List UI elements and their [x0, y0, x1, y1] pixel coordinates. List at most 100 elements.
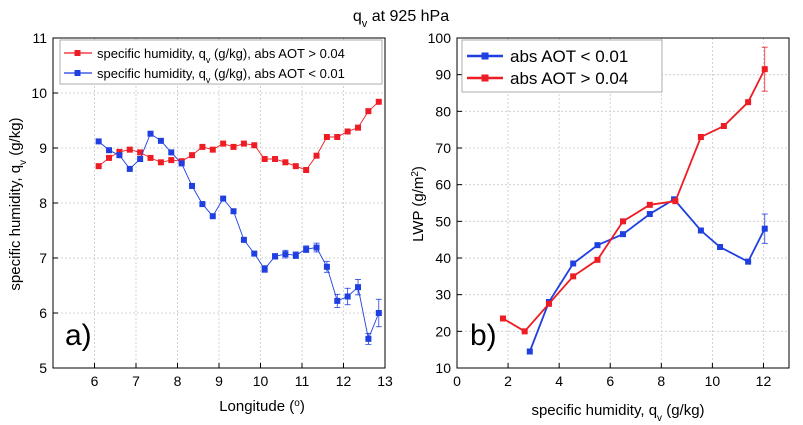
panel-a-series-1-point [116, 152, 123, 159]
panel-a-series-0-point [209, 146, 216, 153]
panel-a-series-1-point [157, 137, 164, 144]
panel-b-series-1-point [499, 315, 506, 322]
panel-a-series-1-point [209, 213, 216, 220]
panel-b-x-tick-label: 12 [756, 373, 772, 389]
panel-b-series-1-point [745, 99, 752, 106]
legend-marker-b-aot-high [481, 74, 489, 82]
figure-title: qv at 925 hPa [353, 8, 449, 30]
panel-a-series-0-point [272, 156, 279, 162]
panel-a-x-tick-label: 10 [253, 373, 269, 389]
panel-a-series-0-point [334, 134, 341, 140]
panel-b-x-tick-label: 10 [705, 373, 721, 389]
panel-a-y-tick-label: 10 [31, 85, 47, 101]
panel-a-series-0-point [106, 154, 113, 161]
panel-a-series-1-point [251, 250, 258, 257]
panel-a-series-0-point [147, 154, 154, 161]
panel-b-chart: 0 2 4 6 8 10 12 10 20 30 40 50 60 70 80 90 100 [428, 30, 790, 389]
panel-a-label: a) [65, 319, 92, 352]
panel-a-y-tick-label: 8 [39, 195, 47, 211]
panel-b-series-1-point [697, 134, 704, 140]
legend-label-b-aot-low: abs AOT < 0.01 [510, 47, 628, 66]
panel-a-y-axis-label: specific humidity, qv (g/kg) [7, 117, 29, 290]
panel-a-series-1-point [313, 244, 320, 251]
panel-b-series-0-point [620, 231, 626, 238]
panel-b-y-tick-label: 100 [428, 30, 452, 46]
panel-a-y-tick-label: 7 [39, 250, 47, 266]
panel-a-series-1-point [240, 236, 247, 243]
panel-b-series-1-point [620, 218, 626, 225]
panel-a-series-0-point [313, 152, 320, 159]
panel-a-series-1-point [137, 156, 144, 162]
panel-a-series-0-point [375, 98, 382, 105]
panel-b-y-tick-label: 10 [435, 360, 451, 376]
panel-b-series-1-point [545, 300, 552, 307]
panel-a-series-1-point [323, 263, 330, 270]
panel-b-series-1-point [521, 328, 528, 335]
panel-a-series-1-point [365, 335, 372, 342]
panel-b-series-0-point [594, 242, 601, 249]
panel-a-x-tick-label: 6 [91, 373, 99, 389]
panel-a-series-1-point [106, 147, 113, 154]
panel-a-series-1-line [98, 133, 380, 341]
panel-b-y-tick-label: 20 [435, 323, 451, 339]
panel-a-x-tick-label: 13 [377, 373, 393, 389]
panel-a-series-0-point [199, 143, 206, 150]
panel-a-x-tick-label: 8 [174, 373, 182, 389]
panel-a-series-1-point [272, 253, 279, 260]
panel-a-series-0-point [240, 140, 247, 147]
panel-a-series-0-point [323, 134, 330, 140]
panel-a-x-tick-label: 9 [215, 373, 223, 389]
panel-b-x-tick-label: 0 [453, 373, 461, 389]
panel-a-series-0-point [126, 146, 133, 153]
panel-b-series-1-point [761, 66, 768, 73]
panel-b-y-tick-label: 60 [435, 177, 451, 193]
figure-title-rest: at 925 hPa [367, 8, 449, 25]
panel-a-series-1-point [292, 252, 299, 259]
panel-a-series-1-point [344, 293, 351, 300]
panel-a-series-1-point [147, 130, 154, 137]
panel-b-series-0-line [528, 198, 766, 352]
panel-a-series-0-point [220, 140, 227, 147]
panel-a-series-0-point [261, 156, 268, 162]
panel-a-series-0-point [116, 148, 123, 155]
panel-b-series-1-point [672, 198, 679, 205]
panel-a-series-1-point [95, 138, 102, 145]
panel-b-series-1-point [594, 256, 601, 263]
panel-b-y-tick-label: 90 [435, 67, 451, 83]
panel-b-series-0-point [697, 227, 704, 234]
legend-label-aot-high: specific humidity, qv (g/kg), abs AOT > … [97, 46, 345, 65]
panel-b-series-1-point [570, 273, 577, 280]
panel-b-x-tick-label: 6 [606, 373, 614, 389]
panel-a-series-1-point [189, 182, 196, 189]
panel-b-y-tick-label: 40 [435, 250, 451, 266]
panel-a-y-tick-label: 9 [39, 140, 47, 156]
panel-a-x-tick-label: 11 [295, 373, 310, 389]
panel-a-series-0-point [365, 108, 372, 115]
panel-b-y-tick-label: 70 [435, 140, 451, 156]
panel-b-x-tick-label: 2 [504, 373, 512, 389]
panel-b-plot-frame [456, 37, 790, 369]
panel-a-x-axis-label: Longitude (o) [219, 398, 305, 416]
panel-a-series-0-point [251, 142, 258, 149]
panel-b-series-0-point [745, 258, 752, 265]
panel-a-series-0-point [168, 157, 175, 164]
panel-a-series-1-point [168, 149, 175, 156]
panel-a-series-1-point [375, 310, 382, 316]
panel-a-y-tick-label: 6 [39, 305, 47, 321]
panel-b-series-0-point [717, 244, 724, 250]
panel-a-series-0-point [303, 167, 310, 173]
panel-a-series-0-point [355, 124, 362, 131]
panel-a-series-1-point [334, 297, 341, 304]
panel-b-series-1-point [720, 123, 727, 129]
panel-a-series-1-point [303, 246, 310, 253]
panel-a-x-tick-label: 12 [336, 373, 352, 389]
panel-b-y-tick-label: 50 [435, 213, 451, 229]
panel-a-series-1-point [199, 201, 206, 208]
panel-a-series-1-point [126, 165, 133, 172]
panel-a-series-0-line [98, 101, 380, 171]
panel-b-series-1-point [646, 201, 653, 208]
panel-a-legend: specific humidity, qv (g/kg), abs AOT > … [59, 39, 383, 85]
panel-a-series-0-point [282, 159, 289, 166]
panel-b-series-0-point [570, 260, 577, 267]
